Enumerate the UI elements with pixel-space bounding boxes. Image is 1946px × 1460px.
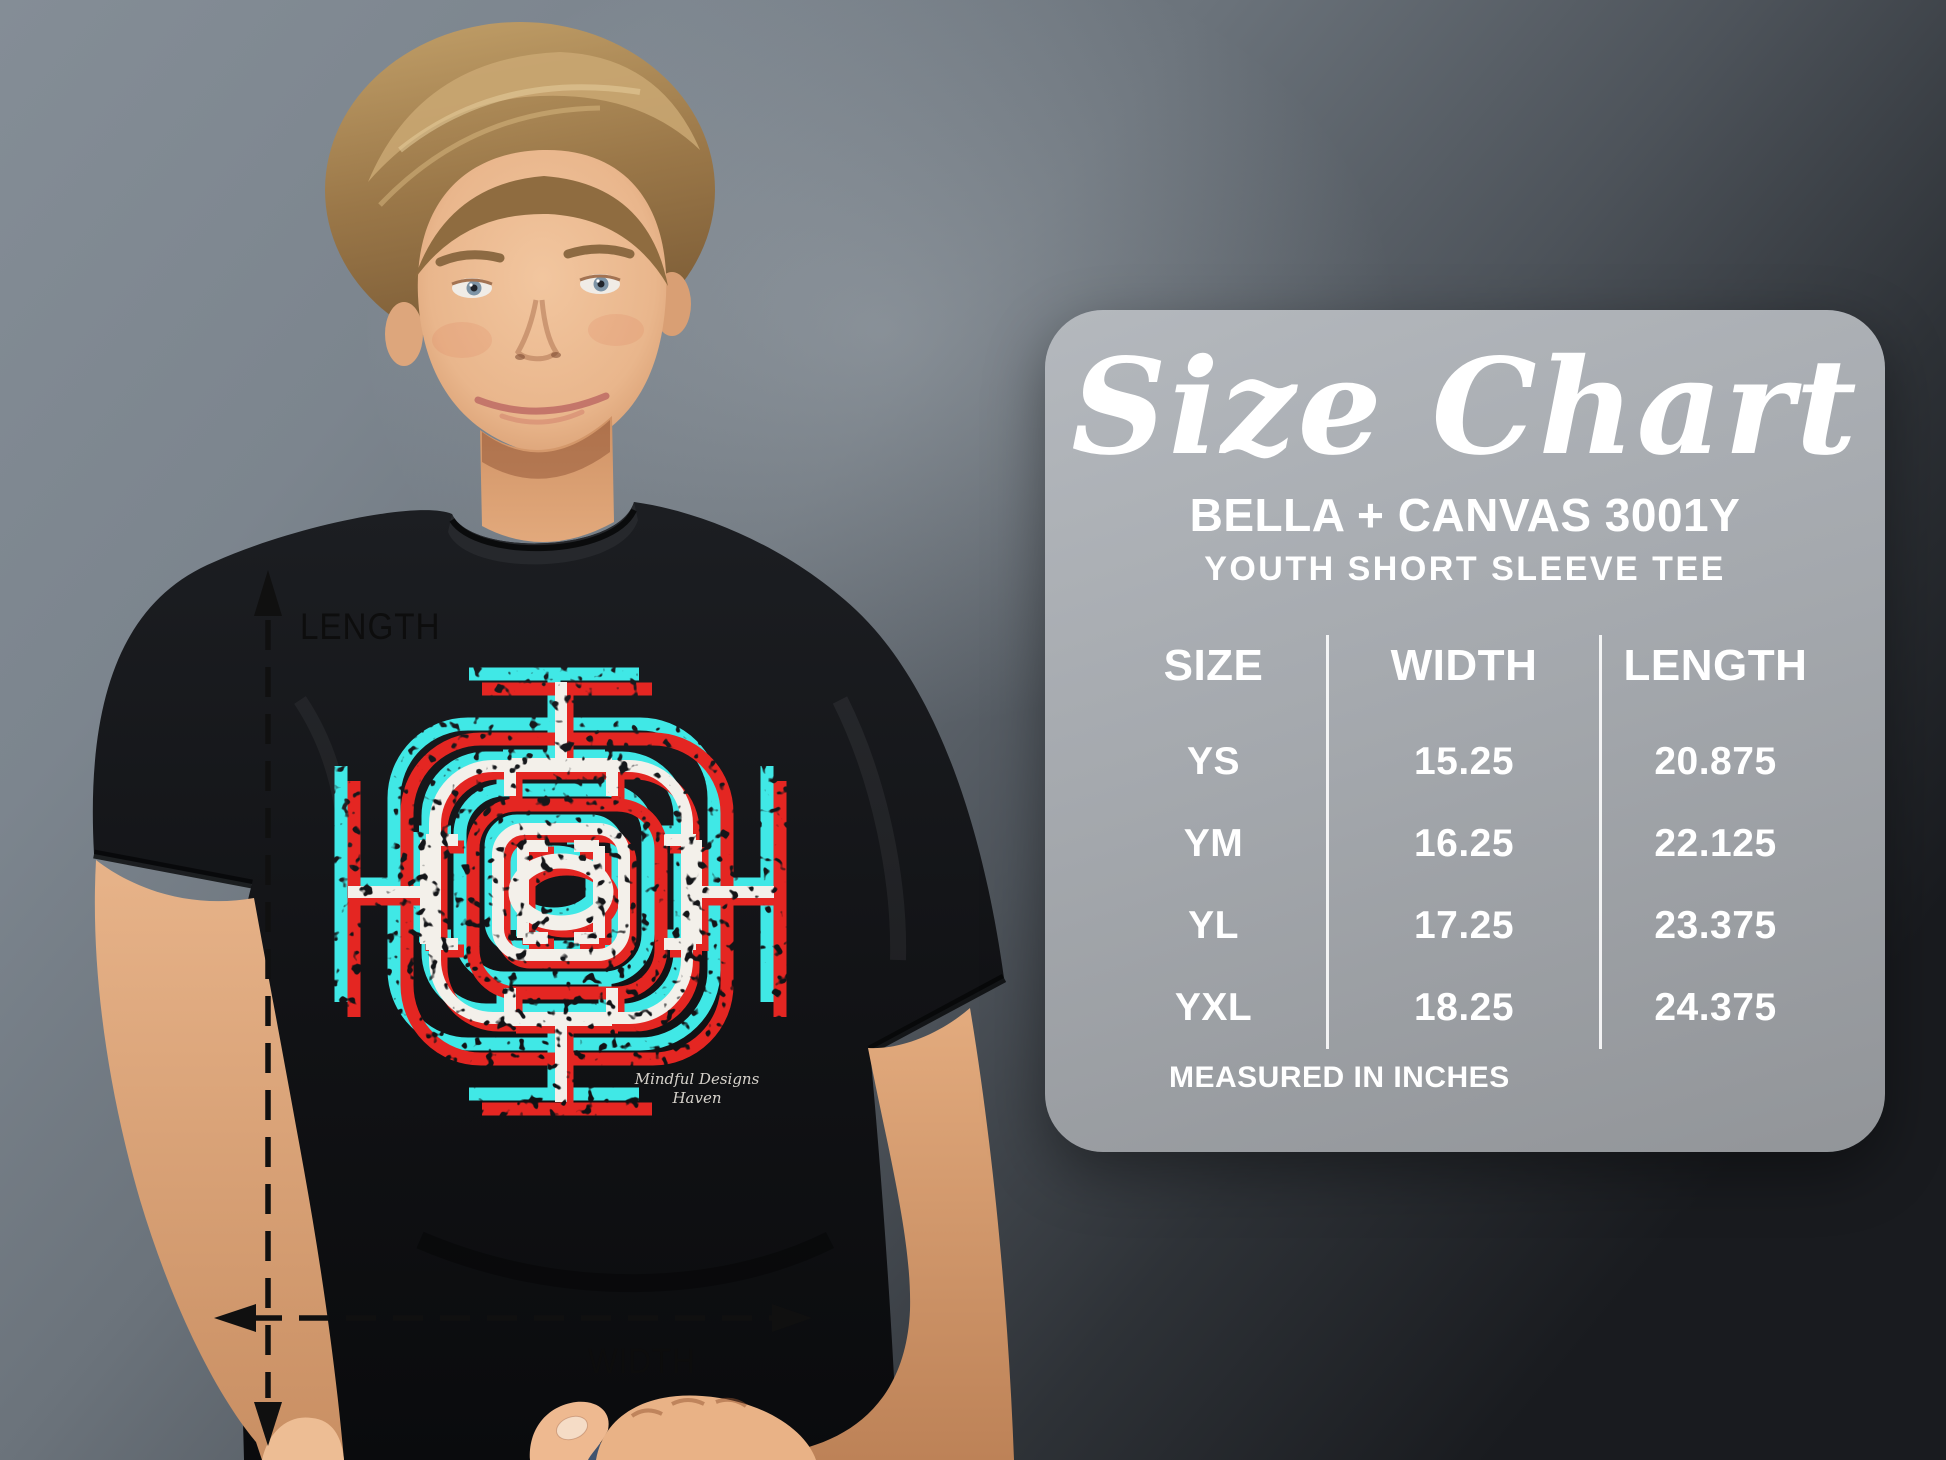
hair-streak — [398, 84, 641, 153]
mouth — [474, 392, 610, 415]
length-arrow-down-icon — [254, 1402, 282, 1446]
units-note: MEASURED IN INCHES — [1169, 1060, 1510, 1094]
cell-size: YL — [1188, 903, 1239, 947]
table-row: YS 15.25 20.875 — [1101, 720, 1829, 803]
panel-title: Size Chart — [1071, 330, 1859, 485]
size-chart-panel: Size Chart BELLA + CANVAS 3001Y YOUTH SH… — [1045, 310, 1885, 1152]
nose — [515, 299, 560, 362]
cell-width: 15.25 — [1326, 720, 1602, 803]
table-row: YXL 18.25 24.375 — [1101, 966, 1829, 1049]
left-arm — [94, 860, 344, 1460]
length-arrow-up-icon — [254, 570, 282, 616]
hair-streak — [378, 105, 601, 207]
cell-width: 18.25 — [1326, 966, 1602, 1049]
right-arm — [758, 1008, 1014, 1460]
neck-shadow — [482, 420, 610, 479]
sleeve-hem — [867, 974, 1007, 1054]
col-header-length: LENGTH — [1623, 640, 1808, 690]
hair-highlight — [368, 52, 700, 182]
cell-size: YM — [1183, 821, 1244, 865]
boy — [92, 22, 1014, 1460]
col-header-size: SIZE — [1163, 640, 1264, 690]
shirt-brand-text: Mindful Designs Haven — [632, 1070, 762, 1108]
knuckles — [630, 1397, 748, 1418]
left-hand — [262, 1417, 344, 1460]
hair-fringe — [414, 176, 668, 286]
width-measure-label: WIDTH — [588, 1342, 696, 1381]
cell-width: 17.25 — [1326, 884, 1602, 967]
cell-length: 22.125 — [1654, 821, 1777, 865]
ear — [385, 302, 423, 366]
table-row: YL 17.25 23.375 — [1101, 884, 1829, 967]
col-header-width: WIDTH — [1326, 634, 1602, 721]
collar-line — [449, 508, 637, 552]
cheek — [588, 314, 644, 346]
shirt-fold — [832, 696, 907, 961]
table-row: YM 16.25 22.125 — [1101, 802, 1829, 885]
cell-size: YS — [1186, 739, 1241, 783]
cell-length: 20.875 — [1654, 739, 1777, 783]
lower-lip — [499, 409, 585, 425]
eyebrow — [435, 250, 505, 267]
table-header-row: SIZE WIDTH LENGTH — [1101, 634, 1829, 721]
width-arrow-left-icon — [214, 1304, 256, 1332]
cell-width: 16.25 — [1326, 802, 1602, 885]
cell-size: YXL — [1174, 985, 1253, 1029]
cell-length: 23.375 — [1654, 903, 1777, 947]
eyes — [451, 274, 621, 298]
shirt-brand-line2: Haven — [672, 1088, 722, 1107]
nostril — [515, 354, 525, 360]
nostril — [551, 352, 561, 358]
cell-length: 24.375 — [1654, 985, 1777, 1029]
neck — [480, 416, 614, 543]
length-measure-label: LENGTH — [300, 606, 441, 647]
sleeve-hem — [93, 849, 253, 889]
product-name: BELLA + CANVAS 3001Y — [1189, 488, 1741, 541]
product-type: YOUTH SHORT SLEEVE TEE — [1204, 549, 1726, 588]
width-arrow-right-icon — [772, 1304, 812, 1332]
size-table: SIZE WIDTH LENGTH YS 15.25 20.875 YM 16.… — [1101, 634, 1829, 1049]
shirt-fold — [416, 1231, 835, 1293]
cheek — [432, 322, 492, 358]
shirt-brand-line1: Mindful Designs — [634, 1070, 760, 1088]
thumbnail — [556, 1415, 588, 1441]
collar — [448, 502, 638, 565]
eyebrow — [563, 244, 635, 259]
